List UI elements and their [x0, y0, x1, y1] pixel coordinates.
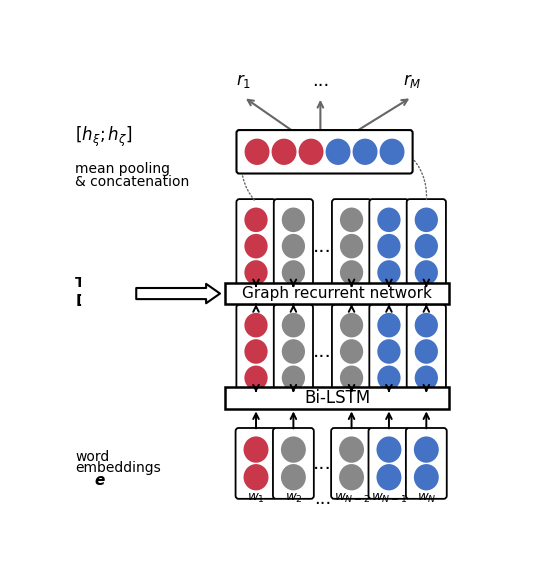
Circle shape	[415, 260, 438, 285]
FancyBboxPatch shape	[274, 199, 313, 293]
FancyBboxPatch shape	[332, 199, 371, 293]
Circle shape	[281, 437, 306, 463]
Circle shape	[244, 139, 270, 165]
Circle shape	[377, 234, 400, 258]
FancyBboxPatch shape	[225, 283, 449, 304]
Text: $[h_\xi; h_\zeta]$: $[h_\xi; h_\zeta]$	[75, 124, 132, 149]
FancyBboxPatch shape	[225, 388, 449, 409]
Circle shape	[243, 437, 269, 463]
Circle shape	[325, 139, 351, 165]
Circle shape	[377, 260, 400, 285]
Circle shape	[339, 464, 364, 490]
Text: mean pooling: mean pooling	[75, 162, 170, 176]
Circle shape	[377, 339, 400, 364]
Circle shape	[340, 365, 363, 390]
Circle shape	[282, 234, 305, 258]
Text: ...: ...	[313, 237, 332, 256]
Circle shape	[340, 234, 363, 258]
Circle shape	[376, 437, 401, 463]
Text: ...: ...	[313, 342, 332, 361]
Circle shape	[340, 313, 363, 337]
FancyBboxPatch shape	[236, 199, 276, 293]
FancyBboxPatch shape	[236, 130, 413, 173]
Circle shape	[340, 260, 363, 285]
FancyBboxPatch shape	[369, 199, 408, 293]
FancyBboxPatch shape	[368, 428, 410, 499]
Text: & concatenation: & concatenation	[75, 174, 190, 189]
Text: $w_2$: $w_2$	[285, 492, 302, 505]
Text: ...: ...	[314, 490, 331, 507]
Circle shape	[376, 464, 401, 490]
Circle shape	[282, 365, 305, 390]
Circle shape	[377, 365, 400, 390]
Circle shape	[282, 313, 305, 337]
Text: Bi-LSTM: Bi-LSTM	[304, 389, 370, 407]
Circle shape	[415, 234, 438, 258]
Circle shape	[414, 464, 439, 490]
Text: $r_1$: $r_1$	[236, 72, 251, 90]
Circle shape	[414, 437, 439, 463]
FancyBboxPatch shape	[406, 428, 447, 499]
Text: Graph recurrent network: Graph recurrent network	[242, 286, 432, 301]
FancyBboxPatch shape	[236, 304, 276, 398]
Text: $\boldsymbol{e}$: $\boldsymbol{e}$	[94, 474, 106, 488]
FancyBboxPatch shape	[274, 304, 313, 398]
Circle shape	[299, 139, 324, 165]
Circle shape	[340, 207, 363, 232]
Circle shape	[415, 365, 438, 390]
FancyBboxPatch shape	[273, 428, 314, 499]
Circle shape	[272, 139, 296, 165]
FancyBboxPatch shape	[332, 304, 371, 398]
Text: ...: ...	[313, 454, 332, 473]
Circle shape	[340, 339, 363, 364]
Circle shape	[244, 207, 267, 232]
Text: $w_{N-1}$: $w_{N-1}$	[371, 492, 407, 505]
Text: word: word	[75, 450, 109, 464]
Text: embeddings: embeddings	[75, 461, 161, 475]
Circle shape	[244, 365, 267, 390]
Circle shape	[415, 313, 438, 337]
Circle shape	[377, 207, 400, 232]
Circle shape	[244, 339, 267, 364]
FancyBboxPatch shape	[407, 304, 446, 398]
Circle shape	[353, 139, 377, 165]
Circle shape	[244, 260, 267, 285]
Text: $\mathbf{D_T}$ or $\mathbf{D_F}$: $\mathbf{D_T}$ or $\mathbf{D_F}$	[75, 292, 140, 311]
Text: $h^{(0)}$: $h^{(0)}$	[88, 341, 117, 362]
FancyBboxPatch shape	[331, 428, 372, 499]
Text: $w_1$: $w_1$	[247, 492, 265, 505]
Text: $w_{N-2}$: $w_{N-2}$	[333, 492, 370, 505]
Circle shape	[339, 437, 364, 463]
FancyArrowPatch shape	[136, 284, 220, 303]
Circle shape	[282, 207, 305, 232]
Text: ...: ...	[312, 72, 329, 90]
Circle shape	[377, 313, 400, 337]
Circle shape	[415, 339, 438, 364]
Text: $w_N$: $w_N$	[416, 492, 436, 505]
Circle shape	[281, 464, 306, 490]
Circle shape	[244, 313, 267, 337]
Circle shape	[244, 234, 267, 258]
FancyBboxPatch shape	[369, 304, 408, 398]
FancyBboxPatch shape	[407, 199, 446, 293]
Circle shape	[282, 339, 305, 364]
Circle shape	[379, 139, 405, 165]
Text: $r_M$: $r_M$	[403, 72, 421, 90]
Text: Tree structure: Tree structure	[75, 275, 187, 290]
Circle shape	[243, 464, 269, 490]
FancyBboxPatch shape	[235, 428, 277, 499]
Circle shape	[282, 260, 305, 285]
Circle shape	[415, 207, 438, 232]
Text: $h^{(T)}$: $h^{(T)}$	[88, 235, 117, 256]
